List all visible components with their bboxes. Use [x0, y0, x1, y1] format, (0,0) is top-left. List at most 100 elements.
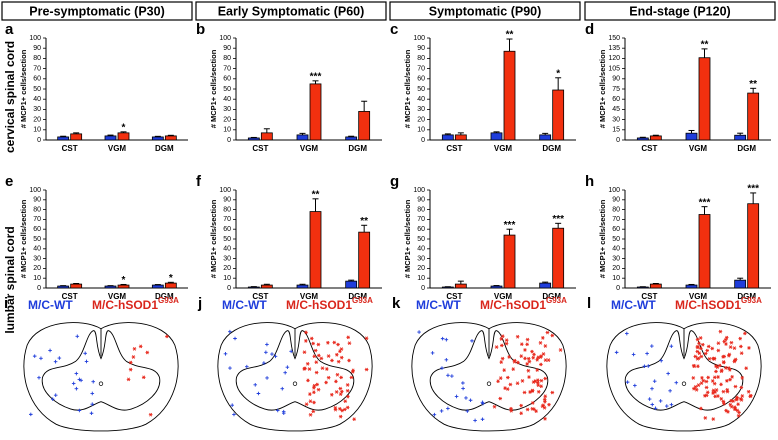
wt-cell: [631, 352, 636, 357]
tg-cell: [744, 366, 748, 371]
tg-cell: [520, 379, 525, 383]
tg-cell: [519, 354, 524, 358]
wt-cell: [642, 364, 647, 369]
tg-cell: [543, 344, 548, 348]
tg-cell: [713, 394, 717, 399]
tg-cell: [311, 341, 315, 346]
tg-cell: [306, 378, 310, 383]
tg-cell: [536, 389, 541, 394]
wt-cell: [283, 370, 287, 375]
tg-cell: [148, 412, 153, 417]
y-tick-label: 20: [612, 265, 620, 272]
legend-tg-text: M/C-hSOD1: [480, 298, 546, 312]
y-tick-label: 30: [223, 106, 231, 113]
tg-cell: [543, 358, 548, 362]
tg-cell: [494, 345, 499, 349]
significance: **: [312, 189, 320, 200]
tg-cell: [316, 353, 321, 358]
y-tick-label: 60: [33, 76, 41, 83]
tg-cell: [543, 376, 548, 381]
tg-cell: [546, 358, 551, 362]
tg-cell: [727, 366, 731, 370]
significance: ***: [310, 71, 322, 82]
tg-cell: [506, 375, 510, 380]
y-tick-label: 100: [29, 35, 41, 42]
tg-cell: [308, 392, 312, 396]
wt-cell: [53, 359, 58, 364]
x-tick-label: CST: [641, 292, 657, 301]
tg-cell: [526, 356, 531, 361]
tg-cell: [738, 336, 743, 341]
y-tick-label: 70: [417, 216, 425, 223]
tg-cell: [334, 379, 338, 384]
legend-tg-text: M/C-hSOD1: [92, 298, 158, 312]
x-tick-label: VGM: [689, 292, 708, 301]
y-tick-label: 80: [612, 206, 620, 213]
wt-cell: [454, 394, 459, 399]
tg-cell: [500, 334, 505, 339]
legend-tg-text: M/C-hSOD1: [675, 298, 741, 312]
wt-cell: [265, 376, 269, 380]
grey-matter: [235, 330, 355, 411]
tg-cell: [698, 336, 703, 340]
tg-cell: [714, 369, 718, 374]
y-tick-label: 60: [417, 76, 425, 83]
legend-tg-text: M/C-hSOD1: [286, 298, 352, 312]
x-tick-label: CST: [641, 144, 657, 153]
tg-cell: [505, 387, 510, 391]
significance: *: [556, 68, 560, 79]
tg-cell: [733, 384, 738, 389]
tg-cell: [320, 366, 325, 371]
tg-cell: [131, 355, 136, 359]
wt-cell: [440, 366, 444, 370]
wt-cell: [650, 402, 655, 407]
x-tick-label: CST: [62, 144, 78, 153]
wt-cell: [417, 330, 421, 334]
tg-cell: [512, 359, 517, 364]
legend-tg: M/C-hSOD1G93A: [480, 296, 567, 312]
tg-cell: [729, 398, 733, 403]
x-tick-label: VGM: [494, 144, 513, 153]
tg-cell: [705, 390, 710, 395]
panel-letter: e: [5, 173, 13, 190]
bar: [441, 134, 454, 141]
tg-cell: [126, 377, 131, 382]
tg-cell: [530, 388, 535, 393]
tg-cell: [515, 381, 520, 386]
tg-cell: [704, 393, 709, 398]
tg-cell: [704, 385, 709, 390]
row-label: cervical spinal cord: [3, 41, 17, 153]
significance: **: [506, 30, 514, 41]
wt-cell: [74, 371, 79, 376]
tg-cell: [330, 358, 334, 363]
tg-cell: [545, 330, 550, 335]
tg-cell: [509, 408, 514, 413]
tg-cell: [338, 414, 343, 419]
bar: [747, 92, 760, 141]
tg-cell: [719, 382, 723, 387]
tg-cell: [305, 361, 310, 366]
wt-cell: [658, 399, 663, 403]
y-tick-label: 50: [223, 86, 231, 93]
tg-cell: [539, 384, 544, 389]
bar: [345, 280, 358, 289]
wt-cell: [50, 397, 55, 401]
tg-cell: [697, 341, 701, 346]
y-tick-label: 50: [417, 86, 425, 93]
grey-matter: [429, 330, 549, 411]
y-tick-label: 100: [219, 187, 231, 194]
tg-cell: [721, 360, 726, 364]
wt-cell: [450, 374, 454, 378]
panel-letter: k: [392, 295, 401, 312]
bar: [309, 83, 322, 141]
tg-cell: [739, 344, 743, 349]
wt-cell: [432, 412, 437, 417]
tg-cell: [732, 359, 737, 364]
wt-cell: [84, 359, 89, 364]
bar: [698, 214, 711, 289]
wt-cell: [625, 380, 630, 384]
legend-wt: M/C-WT: [416, 298, 461, 312]
significance: *: [169, 273, 173, 284]
x-tick-label: DGM: [348, 144, 367, 153]
y-tick-label: 50: [33, 236, 41, 243]
